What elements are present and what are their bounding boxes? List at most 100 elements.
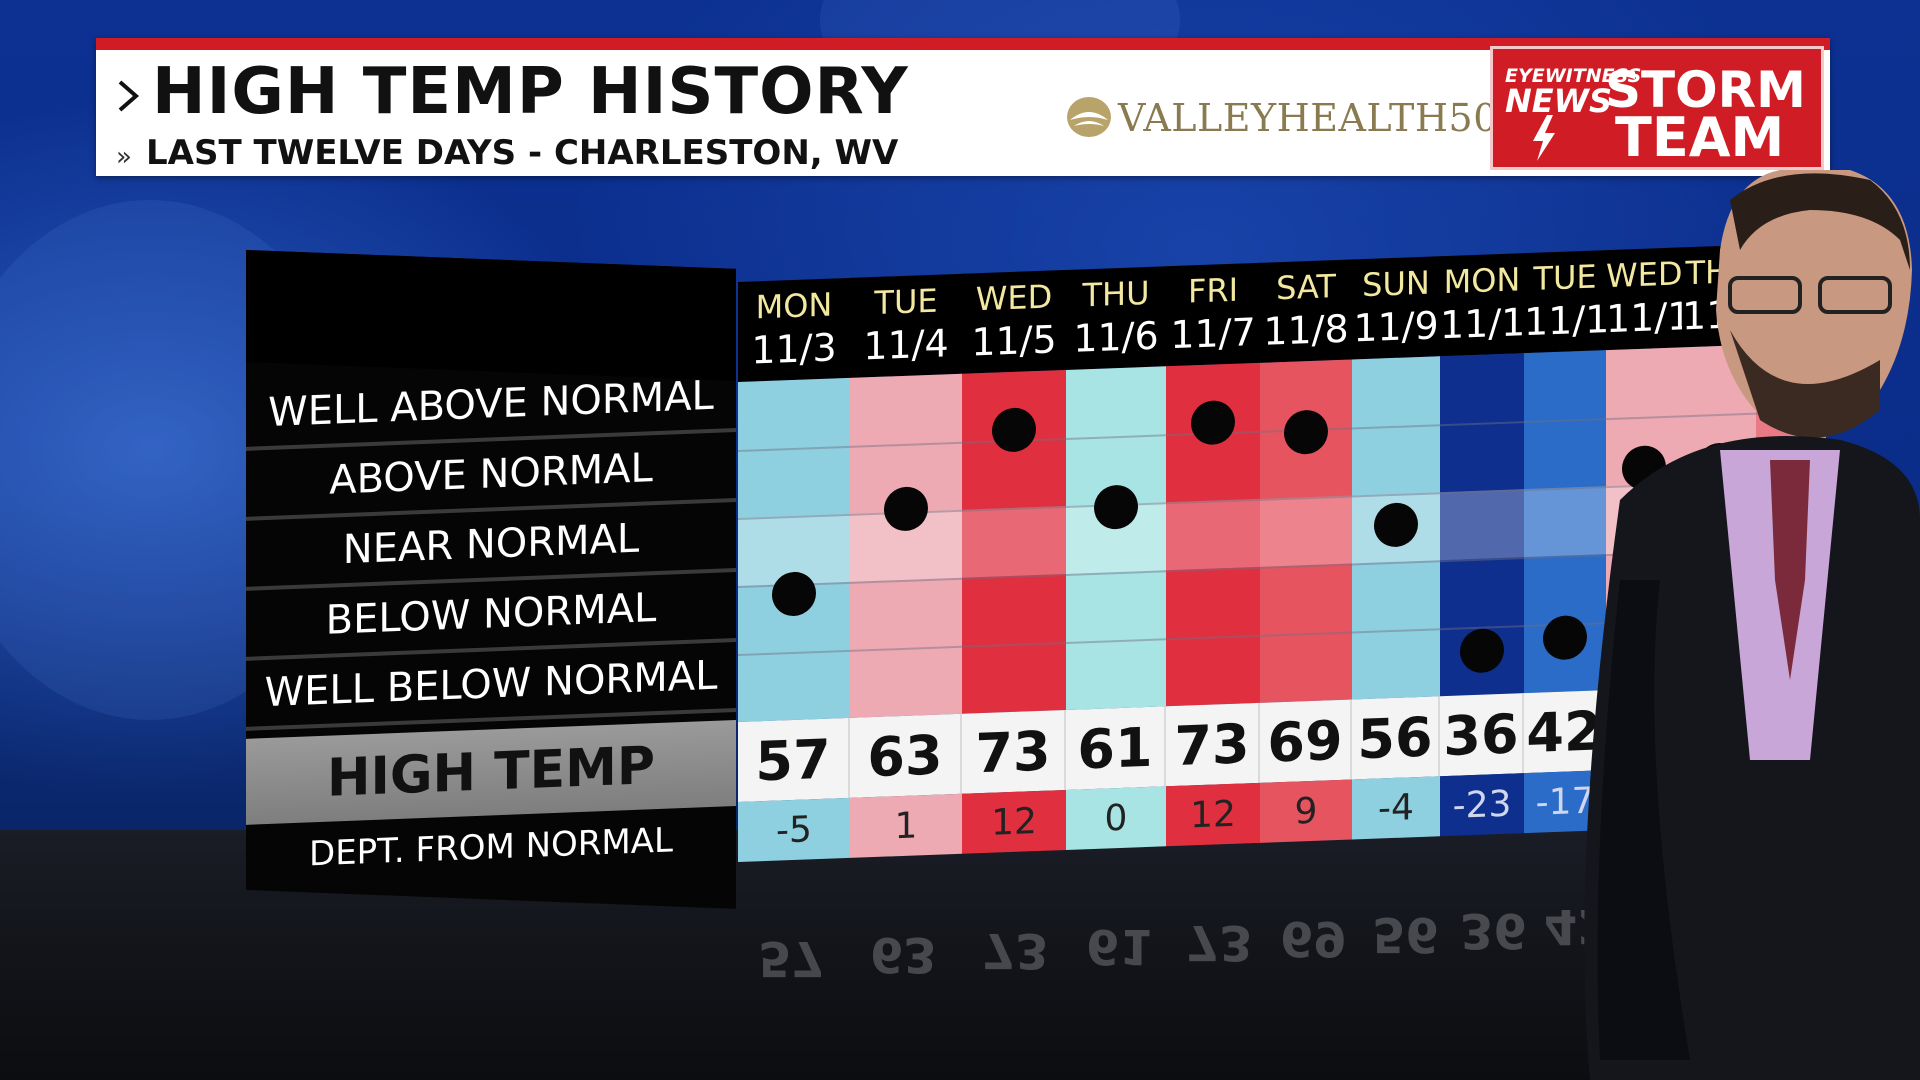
- category-band: [1352, 356, 1440, 700]
- high-temp-value: 73: [962, 709, 1066, 794]
- temp-category-dot: [772, 571, 816, 617]
- high-temp-value: 73: [1166, 702, 1260, 787]
- category-band: [1440, 353, 1524, 697]
- label-high-temp: HIGH TEMP: [246, 719, 736, 825]
- day-header: WED 11/5: [962, 269, 1068, 374]
- day-header: THU 11/6: [1066, 266, 1168, 370]
- category-band: [1166, 362, 1260, 707]
- category-divider: [1440, 421, 1524, 427]
- category-divider: [738, 445, 850, 452]
- category-band: [1260, 359, 1352, 703]
- presenter: [1584, 170, 1920, 1080]
- day-name: MON: [1443, 260, 1521, 302]
- temp-category-dot: [1284, 409, 1328, 456]
- day-header: MON 11/10: [1440, 253, 1550, 357]
- day-name: SUN: [1362, 263, 1430, 305]
- day-name: WED: [975, 277, 1053, 319]
- category-divider: [738, 649, 850, 656]
- category-divider: [1260, 631, 1352, 637]
- dept-from-normal-value: -4: [1352, 776, 1440, 840]
- reflection-temp: 63: [870, 926, 937, 982]
- dept-from-normal-value: 12: [1166, 782, 1260, 847]
- day-header: SUN 11/9: [1352, 256, 1442, 360]
- logo-eyewitness: EYEWITNESS: [1505, 65, 1642, 87]
- logo-news: NEWS: [1505, 82, 1612, 120]
- reflection-temp: 73: [982, 922, 1049, 978]
- day-date: 11/4: [863, 321, 949, 369]
- day-date: 11/5: [971, 317, 1057, 365]
- valley-health-emblem-icon: [1067, 97, 1111, 137]
- day-date: 11/7: [1170, 310, 1256, 358]
- category-band: [1066, 366, 1166, 710]
- dept-from-normal-value: 9: [1260, 779, 1352, 843]
- day-name: TUE: [874, 281, 938, 322]
- logo-storm: STORM: [1605, 61, 1806, 119]
- near-normal-cell: [1166, 498, 1260, 571]
- reflection-temp: 36: [1460, 902, 1527, 958]
- category-divider: [850, 645, 962, 652]
- category-divider: [962, 641, 1066, 648]
- reflection-temp: 57: [758, 930, 825, 986]
- labels-panel-header: [246, 250, 736, 381]
- day-name: MON: [755, 285, 833, 327]
- day-date: 11/9: [1353, 303, 1439, 351]
- day-date: 11/10: [1440, 299, 1550, 348]
- category-divider: [850, 441, 962, 448]
- day-column: THU 11/6 61 0: [1066, 266, 1168, 850]
- day-header: TUE 11/4: [850, 273, 964, 378]
- category-divider: [1066, 434, 1166, 440]
- day-name: FRI: [1187, 270, 1239, 311]
- lightning-bolt-icon: [1533, 115, 1555, 161]
- day-column: WED 11/5 73 12: [962, 269, 1068, 854]
- dept-from-normal-value: 0: [1066, 786, 1166, 850]
- dept-from-normal-value: 1: [850, 793, 962, 858]
- row-labels-panel: WELL ABOVE NORMAL ABOVE NORMAL NEAR NORM…: [246, 250, 736, 909]
- category-divider: [1352, 424, 1440, 430]
- day-date: 11/6: [1073, 313, 1159, 361]
- category-divider: [1066, 638, 1166, 644]
- reflection-temp: 73: [1186, 914, 1253, 970]
- sponsor-text: VALLEYHEALTH50: [1118, 96, 1498, 140]
- high-temp-value: 61: [1066, 706, 1166, 790]
- near-normal-cell: [1440, 489, 1524, 561]
- double-chevron-icon: »: [116, 142, 132, 172]
- day-column: TUE 11/4 63 1: [850, 273, 964, 858]
- reflection-temp: 69: [1280, 910, 1347, 966]
- dept-from-normal-value: -5: [738, 797, 850, 862]
- temp-category-dot: [1460, 627, 1504, 674]
- category-band: [962, 369, 1066, 714]
- reflection-temp: 61: [1086, 918, 1153, 974]
- near-normal-cell: [962, 505, 1066, 578]
- high-temp-value: 56: [1352, 696, 1440, 780]
- day-column: FRI 11/7 73 12: [1166, 262, 1262, 847]
- category-divider: [1166, 634, 1260, 641]
- floor-reflection: 57 63 73 61 73 69 56 36 42: [246, 860, 1806, 1080]
- dept-from-normal-value: -23: [1440, 773, 1524, 837]
- high-temp-value: 57: [738, 717, 850, 802]
- high-temp-value: 69: [1260, 699, 1352, 783]
- chevron-right-icon: [118, 80, 140, 112]
- day-date: 11/8: [1263, 306, 1349, 354]
- temp-category-dot: [992, 406, 1036, 453]
- title-banner: HIGH TEMP HISTORY » LAST TWELVE DAYS - C…: [96, 38, 1830, 176]
- day-column: MON 11/3 57 -5: [738, 277, 852, 862]
- category-divider: [1352, 628, 1440, 634]
- reflection-temp: 56: [1372, 906, 1439, 962]
- sponsor-logo: VALLEYHEALTH50: [1064, 90, 1497, 146]
- day-column: SUN 11/9 56 -4: [1352, 256, 1442, 840]
- logo-team: TEAM: [1615, 106, 1785, 169]
- day-name: THU: [1082, 273, 1150, 315]
- banner-title: HIGH TEMP HISTORY: [152, 55, 909, 129]
- high-temp-value: 63: [850, 713, 962, 798]
- high-temp-value: 36: [1440, 693, 1524, 777]
- day-header: FRI 11/7: [1166, 262, 1262, 367]
- day-header: SAT 11/8: [1260, 259, 1354, 363]
- category-band: [850, 373, 962, 718]
- day-date: 11/3: [751, 325, 837, 373]
- temp-category-dot: [1191, 399, 1235, 446]
- banner-subtitle: LAST TWELVE DAYS - CHARLESTON, WV: [146, 133, 899, 173]
- day-column: MON 11/10 36 -23: [1440, 253, 1550, 837]
- dept-from-normal-value: 12: [962, 789, 1066, 854]
- day-name: SAT: [1276, 267, 1336, 308]
- day-column: SAT 11/8 69 9: [1260, 259, 1354, 843]
